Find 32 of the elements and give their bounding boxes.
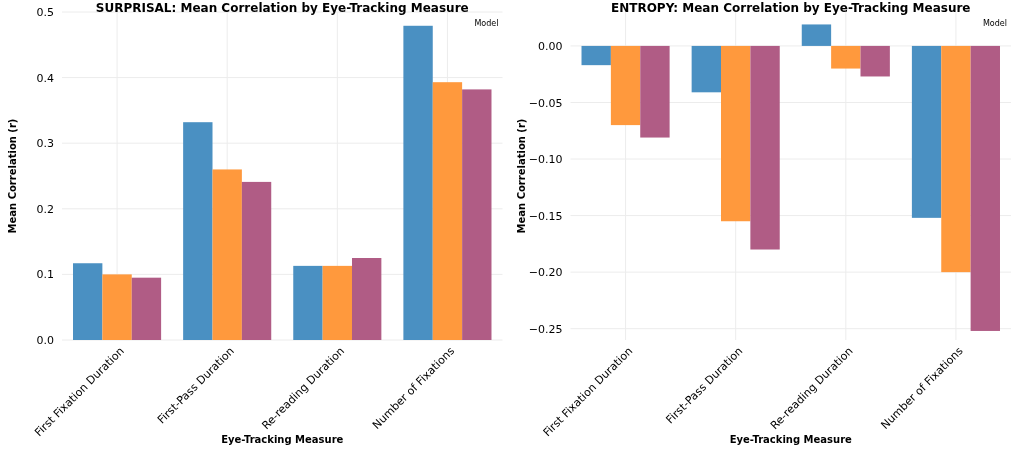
legend-title: Model — [474, 19, 499, 28]
bar — [241, 181, 272, 340]
bar — [183, 122, 213, 340]
y-tick-label: 0.3 — [36, 137, 54, 151]
bar — [322, 265, 352, 340]
bar — [73, 263, 103, 340]
y-tick-label: −0.05 — [528, 96, 563, 110]
chart-title: SURPRISAL: Mean Correlation by Eye-Tracking Measure — [95, 1, 469, 15]
y-tick-label: −0.15 — [528, 209, 563, 223]
bar — [352, 258, 382, 340]
y-tick-label: 0.1 — [36, 268, 54, 282]
y-tick-label: 0.4 — [36, 71, 54, 85]
bar — [102, 274, 132, 340]
bar — [212, 169, 242, 340]
y-tick-label: 0.0 — [36, 334, 54, 348]
y-tick-label: −0.10 — [528, 153, 563, 167]
y-tick-label: 0.2 — [36, 202, 54, 216]
bar — [293, 265, 323, 340]
y-tick-label: 0.5 — [36, 6, 54, 20]
x-axis-title: Eye-Tracking Measure — [221, 434, 344, 445]
y-tick-label: −0.25 — [528, 322, 563, 336]
bar — [432, 82, 463, 340]
bar — [131, 277, 162, 340]
legend-title: Model — [982, 19, 1007, 28]
y-axis-title: Mean Correlation (r) — [7, 118, 18, 234]
y-tick-label: −0.20 — [528, 266, 563, 280]
y-axis-title: Mean Correlation (r) — [515, 118, 527, 234]
bar — [403, 25, 433, 340]
chart-title: ENTROPY: Mean Correlation by Eye-Tracking Measure — [610, 1, 971, 15]
y-tick-label: 0.00 — [538, 39, 563, 53]
bar — [462, 89, 492, 340]
x-axis-title: Eye-Tracking Measure — [729, 434, 853, 445]
